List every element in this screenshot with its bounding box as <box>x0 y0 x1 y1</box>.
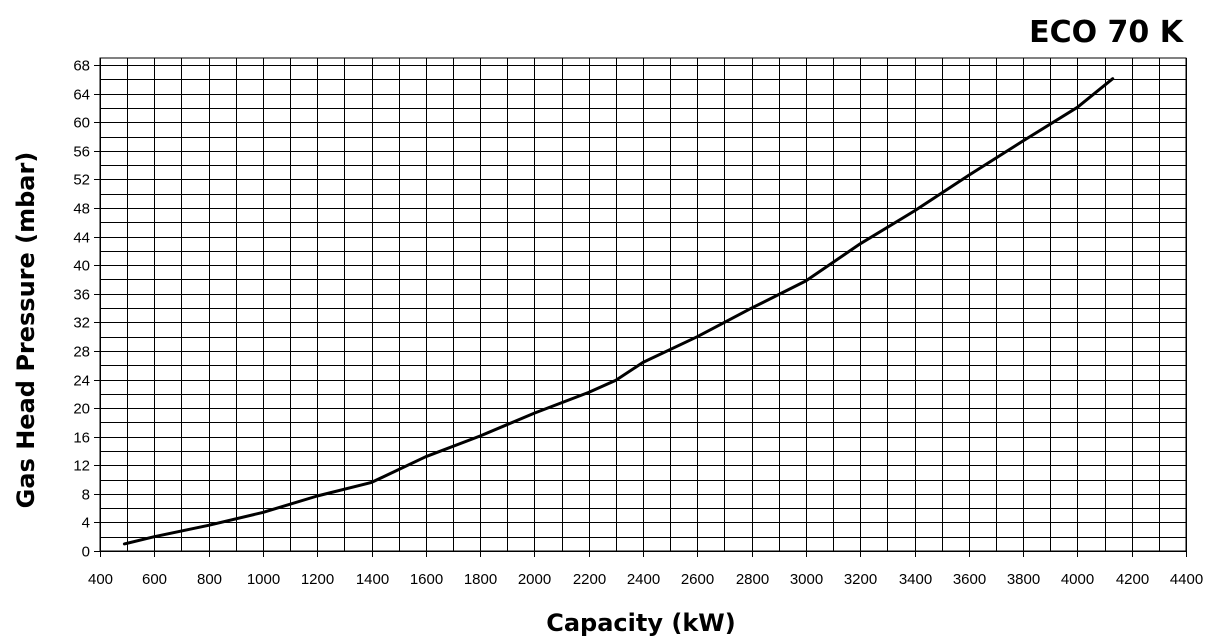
x-tick-label: 2800 <box>736 571 769 588</box>
series-line <box>122 77 1115 546</box>
y-tick-label: 28 <box>73 344 90 361</box>
y-tick-label: 0 <box>82 544 90 561</box>
x-tick-label: 1000 <box>247 571 280 588</box>
y-axis-label: Gas Head Pressure (mbar) <box>12 152 40 509</box>
y-tick-label: 56 <box>73 144 90 161</box>
x-tick-label: 3000 <box>790 571 823 588</box>
x-tick-label: 3400 <box>899 571 932 588</box>
x-tick-label: 2000 <box>518 571 551 588</box>
x-tick-label: 1200 <box>301 571 334 588</box>
y-tick-label: 20 <box>73 401 90 418</box>
y-tick-label: 24 <box>73 373 90 390</box>
y-tick-label: 48 <box>73 201 90 218</box>
x-tick-label: 1800 <box>464 571 497 588</box>
y-tick-label: 44 <box>73 230 90 247</box>
x-tick-label: 1600 <box>410 571 443 588</box>
grid <box>99 57 1187 552</box>
y-tick-label: 68 <box>73 58 90 75</box>
x-tick-label: 3600 <box>953 571 986 588</box>
x-tick-label: 1400 <box>356 571 389 588</box>
series-group <box>122 77 1115 546</box>
y-tick-label: 32 <box>73 315 90 332</box>
y-tick-label: 8 <box>82 487 90 504</box>
y-tick-label: 36 <box>73 287 90 304</box>
y-tick-label: 52 <box>73 172 90 189</box>
y-tick-label: 12 <box>73 458 90 475</box>
x-tick-label: 4000 <box>1061 571 1094 588</box>
chart-title: ECO 70 K <box>1029 15 1185 50</box>
x-tick-label: 4400 <box>1170 571 1203 588</box>
x-tick-label: 3800 <box>1007 571 1040 588</box>
x-tick-label: 2600 <box>681 571 714 588</box>
x-tick-label: 2200 <box>573 571 606 588</box>
x-axis-label: Capacity (kW) <box>546 609 735 637</box>
x-tick-label: 600 <box>142 571 167 588</box>
y-tick-label: 40 <box>73 258 90 275</box>
x-tick-label: 3200 <box>844 571 877 588</box>
x-tick-label: 800 <box>197 571 222 588</box>
x-tick-label: 2400 <box>627 571 660 588</box>
y-tick-label: 16 <box>73 430 90 447</box>
x-axis-ticks: 400 600 800 1000 1200 1400 1600 1800 2000 2200 240… <box>88 551 1203 588</box>
y-tick-label: 64 <box>73 87 90 104</box>
x-tick-label: 4200 <box>1116 571 1149 588</box>
y-tick-label: 4 <box>82 515 90 532</box>
y-tick-label: 60 <box>73 115 90 132</box>
x-tick-label: 400 <box>88 571 113 588</box>
